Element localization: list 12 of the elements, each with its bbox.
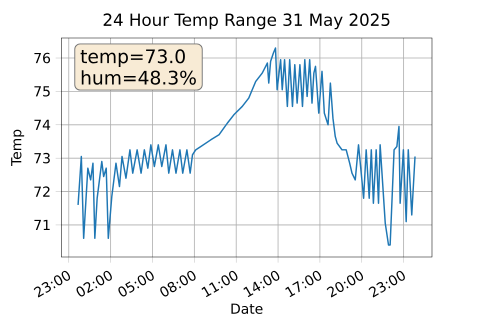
annotation: temp=73.0 (80, 49, 185, 68)
x-axis-title: Date (231, 304, 263, 314)
line-series (77, 47, 416, 246)
y-tick-label: 73 (34, 152, 50, 164)
y-tick-label: 75 (34, 86, 50, 97)
y-tick-label: 72 (34, 186, 50, 197)
y-axis-title: Temp (11, 130, 24, 166)
y-tick-label: 76 (34, 52, 50, 64)
y-tick-label: 74 (34, 120, 50, 130)
annotation: hum=48.3% (82, 70, 196, 85)
chart-title: 24 Hour Temp Range 31 May 2025 (104, 13, 390, 30)
y-tick-label: 71 (34, 220, 50, 230)
